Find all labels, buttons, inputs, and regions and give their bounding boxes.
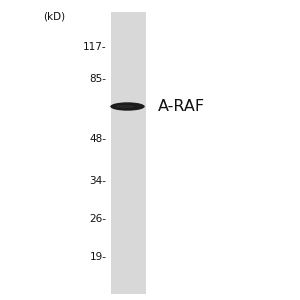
Bar: [111, 12, 146, 294]
Text: 26-: 26-: [89, 214, 106, 224]
Text: (kD): (kD): [43, 11, 65, 22]
Text: 85-: 85-: [89, 74, 106, 85]
Ellipse shape: [110, 102, 145, 111]
Text: 19-: 19-: [89, 251, 106, 262]
Text: 117-: 117-: [83, 41, 106, 52]
Text: 48-: 48-: [89, 134, 106, 145]
Text: A-RAF: A-RAF: [158, 99, 205, 114]
Text: 34-: 34-: [89, 176, 106, 187]
Ellipse shape: [116, 105, 135, 108]
